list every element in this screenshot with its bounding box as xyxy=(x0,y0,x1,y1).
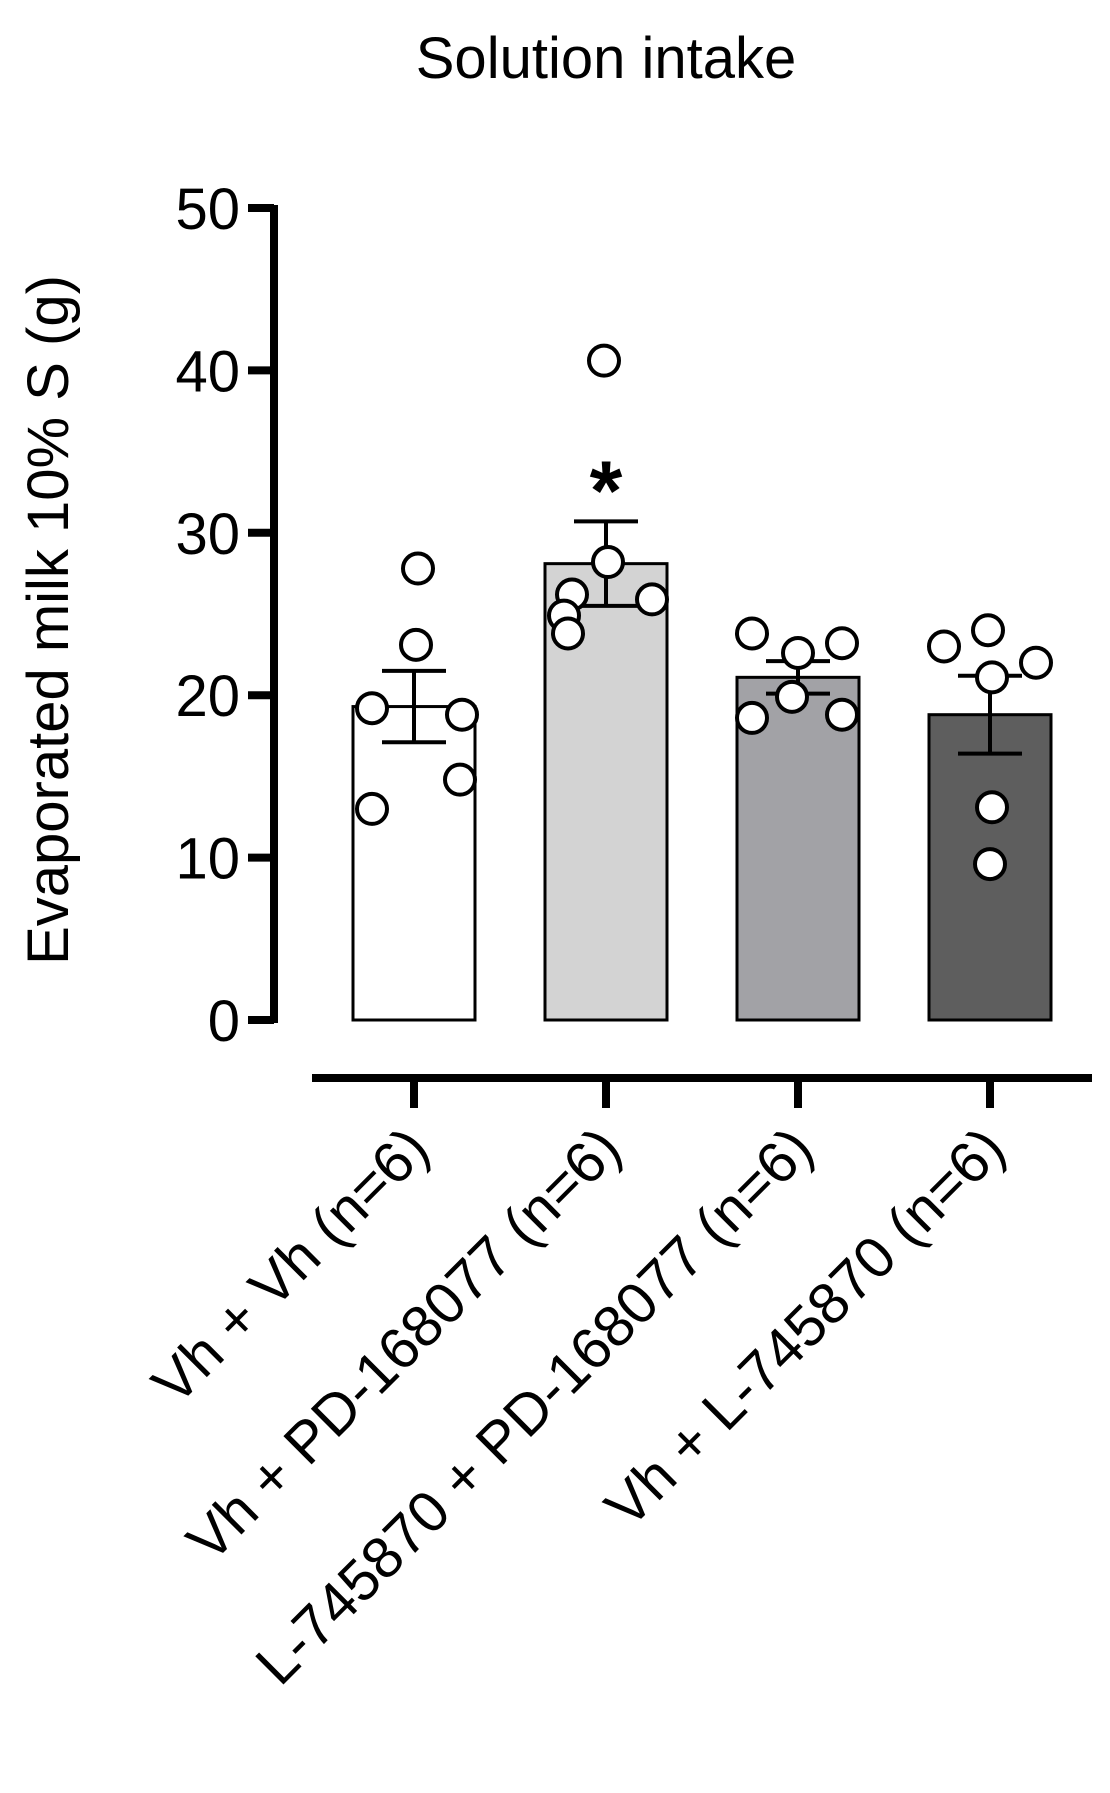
data-point xyxy=(551,616,585,651)
data-point xyxy=(775,679,809,714)
data-point xyxy=(973,847,1007,882)
data-point xyxy=(971,613,1005,648)
y-axis-label: Evaporated milk 10% S (g) xyxy=(16,275,81,965)
data-point xyxy=(975,790,1009,825)
data-point xyxy=(927,629,961,664)
data-point xyxy=(975,660,1009,695)
data-point xyxy=(635,582,669,617)
data-point xyxy=(443,762,477,797)
data-point xyxy=(825,626,859,661)
bar xyxy=(351,705,477,1022)
y-tick-label: 0 xyxy=(208,989,240,1054)
y-tick-label: 40 xyxy=(175,339,240,404)
y-tick-label: 30 xyxy=(175,502,240,567)
data-point xyxy=(445,697,479,732)
data-point xyxy=(781,635,815,670)
data-point xyxy=(825,697,859,732)
y-tick-label: 50 xyxy=(175,177,240,242)
data-point xyxy=(355,691,389,726)
data-point xyxy=(399,627,433,662)
data-point xyxy=(591,545,625,580)
y-tick-label: 10 xyxy=(175,827,240,892)
data-point xyxy=(735,700,769,735)
y-axis: 0 10 20 30 40 50 xyxy=(175,177,278,1054)
data-point xyxy=(1019,645,1053,680)
annotations: * xyxy=(590,443,623,537)
data-point xyxy=(587,343,621,378)
data-points xyxy=(355,343,1053,882)
data-point xyxy=(401,551,435,586)
chart-title: Solution intake xyxy=(416,26,796,91)
error-bar xyxy=(382,668,446,745)
bars xyxy=(351,562,1053,1022)
x-axis: Vh + Vh (n=6)Vh + PD-168077 (n=6)L-74587… xyxy=(140,1074,1092,1697)
data-point xyxy=(355,791,389,826)
bar xyxy=(735,675,861,1022)
significance-asterisk: * xyxy=(590,443,623,537)
y-tick-label: 20 xyxy=(175,664,240,729)
data-point xyxy=(735,616,769,651)
